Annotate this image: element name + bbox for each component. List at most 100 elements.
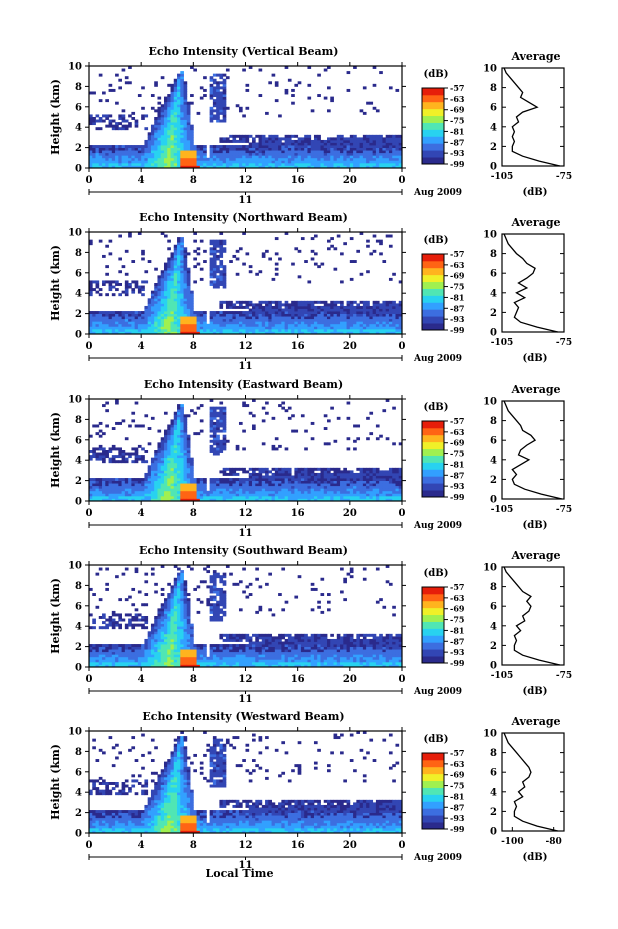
heatmap-cell bbox=[212, 104, 217, 108]
heatmap-cell bbox=[268, 493, 272, 497]
heatmap-cell bbox=[95, 432, 100, 436]
heatmap-cell bbox=[160, 124, 165, 128]
heatmap-cell bbox=[154, 311, 158, 314]
heatmap-cell bbox=[252, 328, 256, 332]
x-tick-label: 0 bbox=[399, 175, 406, 186]
heatmap-cell bbox=[196, 328, 201, 332]
heatmap-cell bbox=[102, 447, 106, 451]
heatmap-cell bbox=[278, 160, 282, 164]
heatmap-cell bbox=[382, 147, 387, 151]
heatmap-cell bbox=[307, 316, 312, 320]
heatmap-cell bbox=[212, 450, 217, 453]
heatmap-cell bbox=[287, 142, 292, 146]
heatmap-cell bbox=[219, 101, 224, 105]
x-tick-label: 20 bbox=[343, 341, 357, 352]
heatmap-cell bbox=[209, 86, 214, 90]
heatmap-cell bbox=[124, 293, 129, 297]
heatmap-cell bbox=[284, 470, 289, 474]
y-tick-label: 10 bbox=[68, 395, 82, 406]
heatmap-cell bbox=[359, 150, 364, 154]
heatmap-cell bbox=[190, 160, 194, 164]
heatmap-cell bbox=[343, 147, 347, 151]
average-y-tick-label: 4 bbox=[490, 122, 497, 133]
heatmap-cell bbox=[330, 145, 334, 148]
heatmap-cell bbox=[108, 239, 113, 243]
heatmap-cell bbox=[327, 483, 331, 487]
heatmap-cell bbox=[180, 124, 184, 128]
heatmap-cell bbox=[300, 142, 305, 146]
heatmap-cell bbox=[177, 280, 181, 284]
heatmap-cell bbox=[209, 478, 214, 481]
heatmap-cell bbox=[304, 313, 308, 317]
heatmap-cell bbox=[310, 485, 315, 489]
heatmap-cell bbox=[163, 119, 168, 123]
heatmap-cell bbox=[242, 137, 246, 141]
heatmap-cell bbox=[212, 265, 217, 269]
heatmap-cell bbox=[304, 308, 308, 312]
heatmap-cell bbox=[105, 490, 109, 494]
heatmap-cell bbox=[392, 157, 396, 161]
heatmap-cell bbox=[180, 470, 184, 474]
heatmap-cell bbox=[346, 470, 351, 474]
heatmap-cell bbox=[173, 272, 178, 276]
heatmap-cell bbox=[160, 439, 165, 443]
heatmap-cell bbox=[379, 328, 383, 332]
heatmap-cell bbox=[89, 457, 93, 461]
heatmap-cell bbox=[232, 472, 237, 476]
heatmap-cell bbox=[219, 429, 224, 433]
heatmap-cell bbox=[336, 488, 341, 492]
heatmap-cell bbox=[177, 73, 181, 77]
heatmap-cell bbox=[300, 316, 305, 320]
heatmap-cell bbox=[160, 280, 165, 284]
heatmap-cell bbox=[206, 328, 211, 332]
heatmap-cell bbox=[154, 321, 158, 325]
heatmap-cell bbox=[167, 460, 171, 464]
day-label: 11 bbox=[239, 361, 253, 372]
heatmap-cell bbox=[92, 495, 96, 499]
average-x-tick-label: -105 bbox=[491, 338, 514, 348]
heatmap-cell bbox=[128, 157, 132, 161]
heatmap-cell bbox=[274, 150, 279, 154]
heatmap-cell bbox=[388, 305, 393, 309]
heatmap-cell bbox=[180, 485, 184, 489]
heatmap-cell bbox=[346, 472, 351, 476]
heatmap-cell bbox=[167, 295, 171, 299]
heatmap-cell bbox=[118, 447, 122, 451]
heatmap-cell bbox=[317, 321, 321, 325]
heatmap-cell bbox=[219, 311, 224, 314]
heatmap-cell bbox=[150, 460, 155, 464]
heatmap-cell bbox=[180, 421, 184, 425]
heatmap-cell bbox=[297, 160, 302, 164]
heatmap-cell bbox=[183, 252, 188, 256]
heatmap-cell bbox=[144, 498, 149, 502]
heatmap-cell bbox=[392, 305, 396, 309]
heatmap-cell bbox=[167, 272, 171, 276]
heatmap-cell bbox=[212, 283, 217, 286]
heatmap-cell bbox=[173, 275, 178, 279]
heatmap-cell bbox=[248, 66, 253, 69]
heatmap-cell bbox=[180, 270, 184, 274]
heatmap-cell bbox=[248, 475, 253, 479]
heatmap-cell bbox=[291, 323, 295, 327]
heatmap-cell bbox=[216, 270, 220, 274]
heatmap-cell bbox=[222, 160, 227, 164]
heatmap-cell bbox=[346, 401, 351, 405]
heatmap-cell bbox=[372, 106, 377, 110]
heatmap-cell bbox=[395, 137, 400, 141]
heatmap-cell bbox=[222, 157, 227, 161]
heatmap-cell bbox=[353, 157, 357, 161]
heatmap-cell bbox=[310, 467, 315, 471]
heatmap-cell bbox=[372, 490, 377, 494]
heatmap-cell bbox=[144, 460, 149, 464]
heatmap-cell bbox=[115, 165, 119, 169]
heatmap-cell bbox=[177, 262, 181, 266]
heatmap-cell bbox=[163, 150, 168, 154]
heatmap-cell bbox=[274, 485, 279, 489]
heatmap-cell bbox=[242, 152, 246, 156]
colorbar-swatch bbox=[422, 132, 444, 137]
heatmap-cell bbox=[359, 137, 364, 141]
heatmap-cell bbox=[310, 155, 315, 159]
heatmap-cell bbox=[333, 313, 338, 317]
heatmap-cell bbox=[245, 480, 250, 484]
heatmap-cell bbox=[147, 155, 152, 159]
